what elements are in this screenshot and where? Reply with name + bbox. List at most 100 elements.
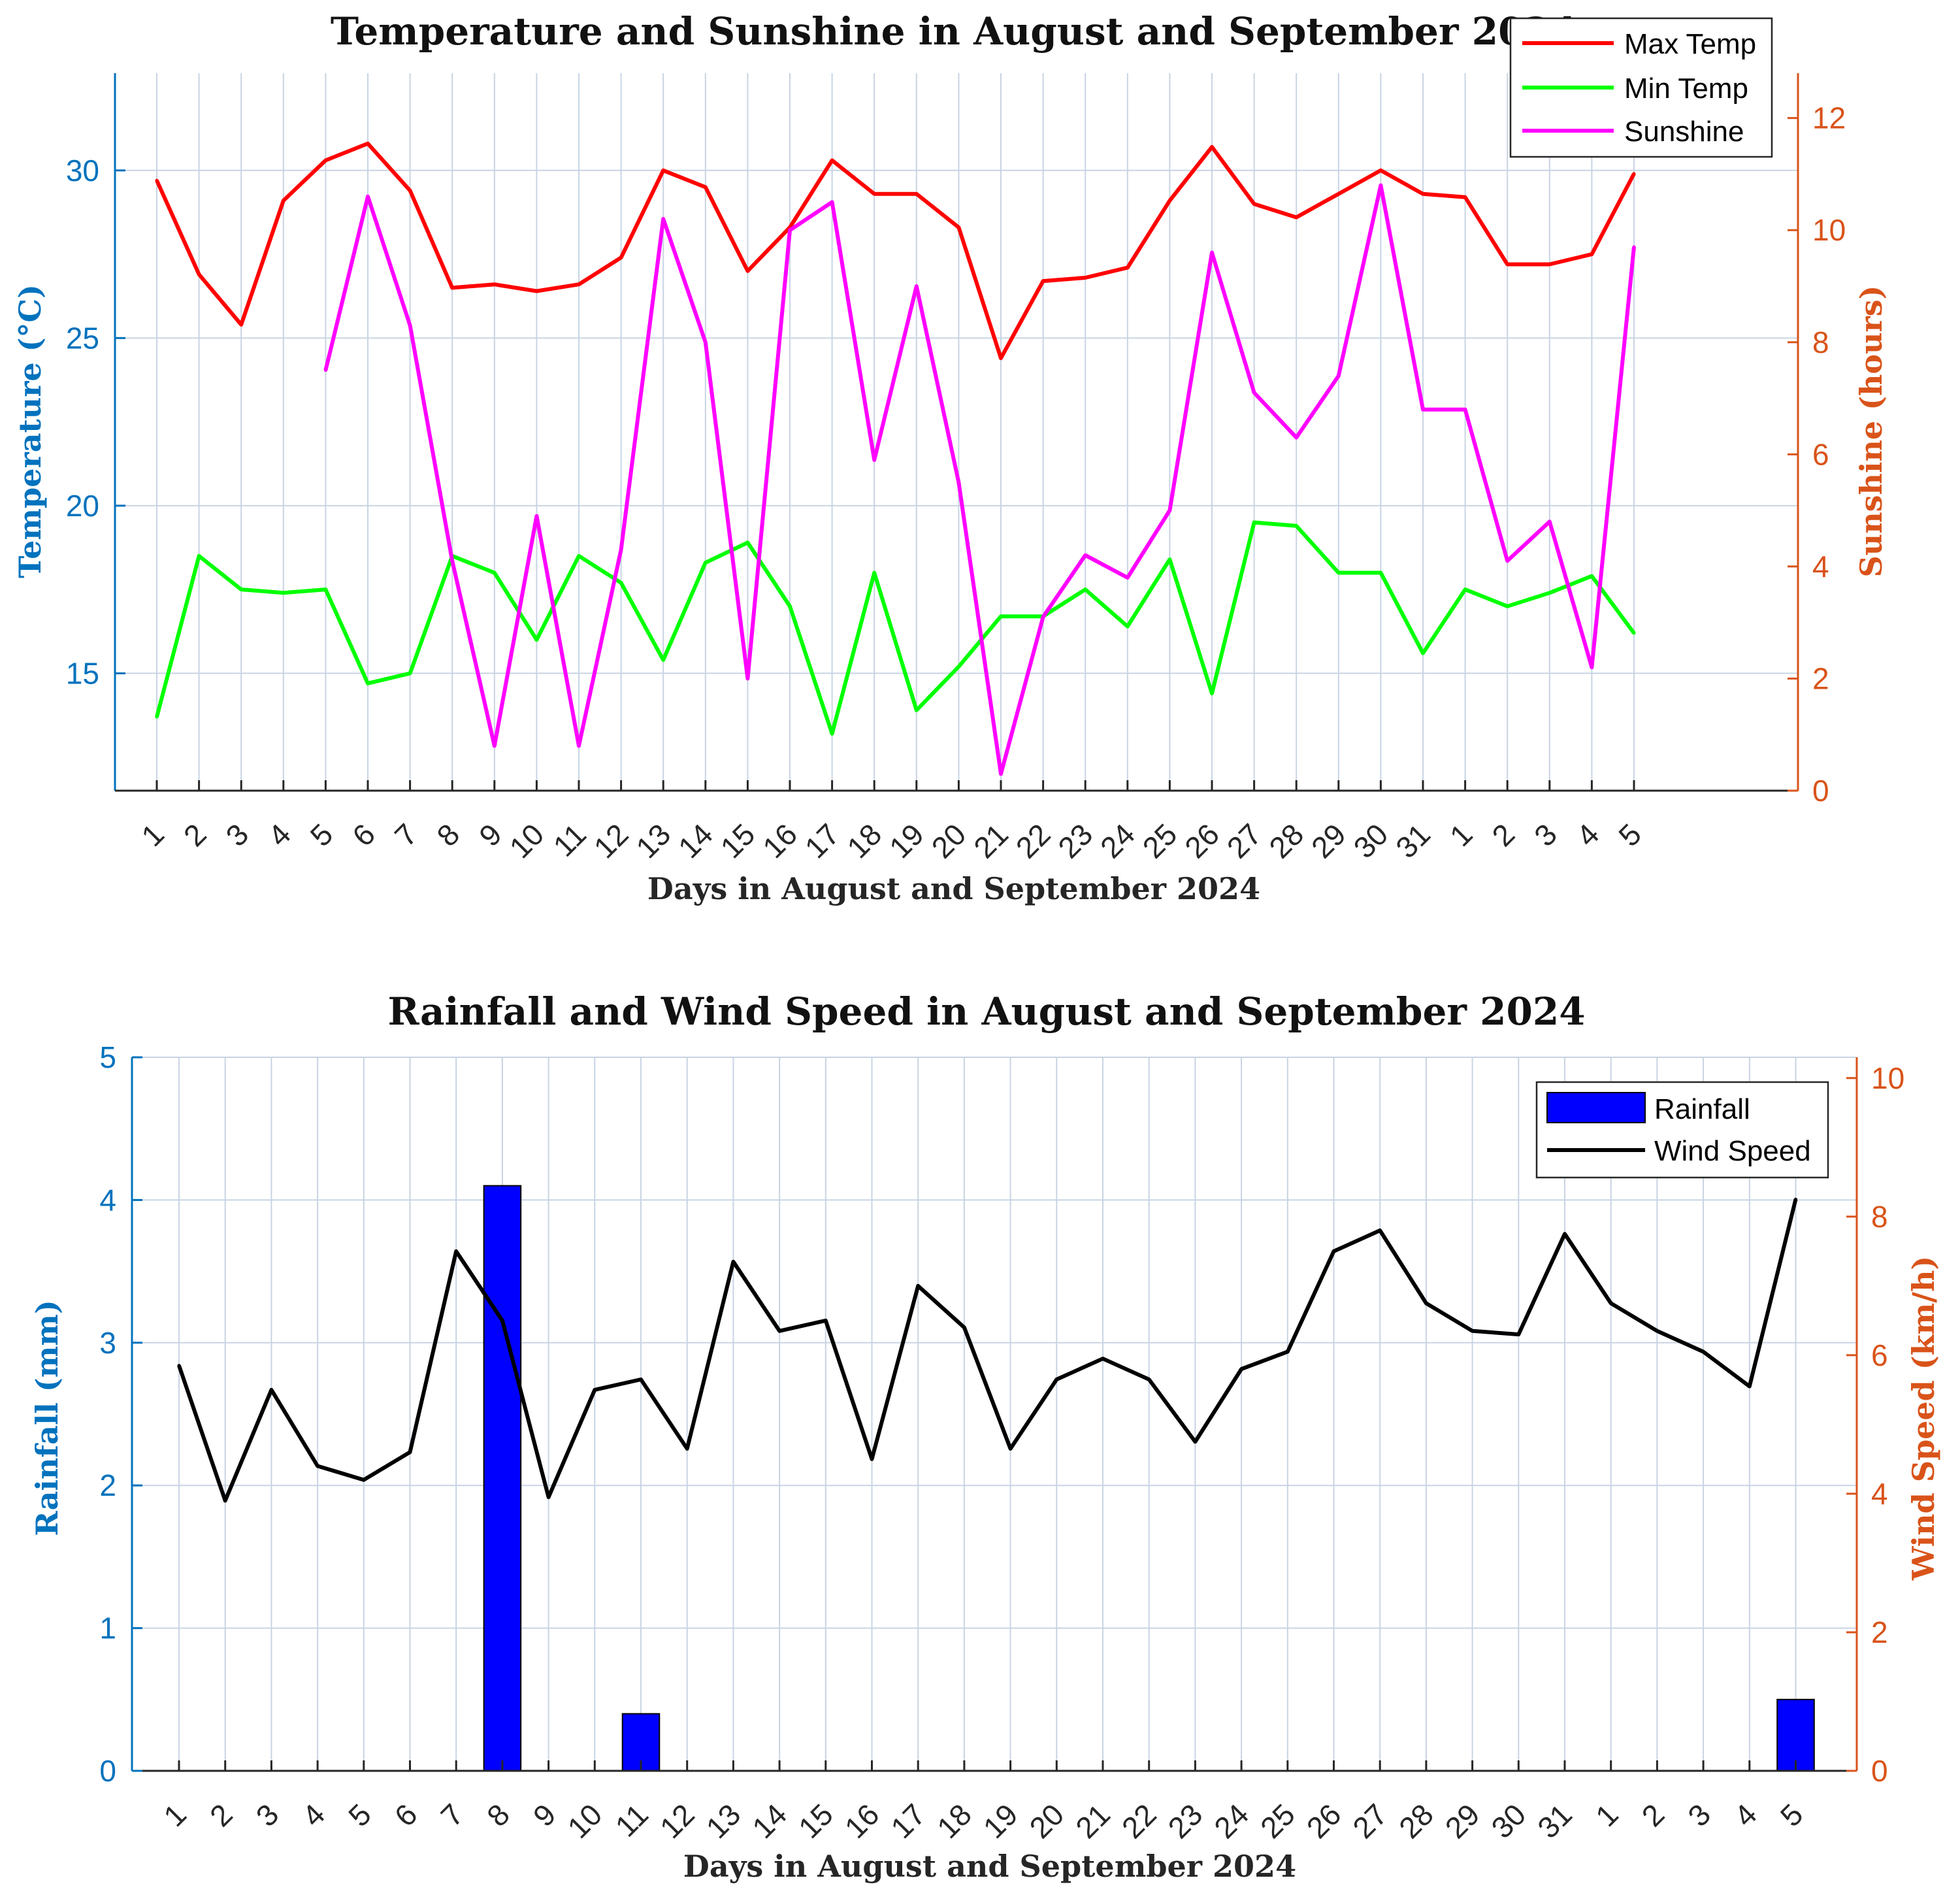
chart1-point-sunshine	[534, 514, 538, 518]
chart1-point-max-temp	[745, 269, 749, 273]
chart1-right-tick-label: 6	[1812, 437, 1829, 471]
chart2-point-wind-speed	[1054, 1377, 1058, 1381]
chart2-bar-rainfall	[1776, 1698, 1815, 1772]
chart1-axes	[114, 73, 1799, 792]
chart1-left-tick-label: 20	[66, 489, 99, 523]
chart2-gridlines	[132, 1057, 1857, 1771]
chart2-point-wind-speed	[316, 1464, 319, 1468]
chart1-point-max-temp	[1210, 145, 1214, 149]
chart1-point-max-temp	[872, 192, 876, 196]
chart2-point-wind-speed	[408, 1450, 412, 1454]
legend-label-min-temp: Min Temp	[1624, 73, 1748, 105]
chart1-point-max-temp	[1379, 169, 1382, 173]
chart1-point-sunshine	[661, 217, 665, 221]
chart2-right-tick-label: 8	[1871, 1200, 1888, 1234]
chart1-point-sunshine	[999, 772, 1003, 776]
chart2-left-tick-label: 3	[99, 1326, 116, 1360]
chart2-bar-rainfall	[483, 1185, 522, 1772]
chart2-left-tick-label: 4	[99, 1183, 116, 1217]
chart2-title: Rainfall and Wind Speed in August and Se…	[387, 989, 1585, 1034]
chart1-point-min-temp	[239, 587, 243, 591]
chart1-point-sunshine	[1041, 615, 1045, 619]
chart1-point-min-temp	[661, 658, 665, 662]
chart1-series	[155, 141, 1636, 776]
chart1-point-min-temp	[323, 587, 327, 591]
chart1-point-sunshine	[1548, 519, 1552, 523]
chart1-ylabel-left: Temperature (°C)	[12, 284, 48, 578]
chart1-point-min-temp	[1590, 574, 1593, 578]
chart2-point-wind-speed	[1424, 1301, 1428, 1305]
chart1-point-min-temp	[1421, 651, 1425, 655]
chart2-point-wind-speed	[593, 1388, 596, 1392]
chart2-point-wind-speed	[1471, 1329, 1475, 1333]
chart1-point-max-temp	[577, 282, 581, 286]
chart1-point-max-temp	[197, 272, 201, 276]
chart1-point-min-temp	[1083, 587, 1087, 591]
chart1-point-min-temp	[1168, 557, 1171, 561]
chart1-point-sunshine	[619, 548, 623, 552]
chart1-point-min-temp	[1505, 604, 1509, 608]
chart1-point-min-temp	[1463, 587, 1467, 591]
chart1-point-max-temp	[704, 185, 708, 189]
legend-label-rainfall: Rainfall	[1654, 1093, 1750, 1125]
chart2-ylabel-right: Wind Speed (km/h)	[1906, 1256, 1941, 1581]
chart1-point-sunshine	[450, 559, 454, 563]
chart1-point-sunshine	[577, 744, 581, 748]
chart1-point-min-temp	[534, 638, 538, 642]
chart1-right-tick-label: 8	[1812, 325, 1829, 359]
chart1-point-min-temp	[1294, 524, 1298, 528]
chart1-point-sunshine	[956, 480, 960, 484]
chart1-point-max-temp	[1083, 276, 1087, 280]
chart2-line-wind-speed	[177, 1198, 1798, 1503]
chart2-right-tick-label: 10	[1871, 1061, 1904, 1095]
chart1-point-sunshine	[830, 200, 834, 204]
chart1-point-sunshine	[493, 744, 497, 748]
chart2-axes	[131, 1057, 1858, 1772]
chart2-point-wind-speed	[1516, 1332, 1520, 1336]
chart1-left-tick-label: 15	[66, 656, 99, 690]
chart1-point-max-temp	[999, 356, 1003, 360]
chart1-point-min-temp	[1379, 570, 1382, 574]
chart1-point-sunshine	[1252, 391, 1256, 395]
chart1-point-min-temp	[956, 665, 960, 668]
chart1-point-sunshine	[1590, 665, 1593, 669]
chart2-point-wind-speed	[1009, 1447, 1013, 1451]
chart2-right-tick-label: 6	[1871, 1338, 1888, 1372]
chart2-point-wind-speed	[223, 1499, 227, 1503]
chart1-point-sunshine	[1632, 245, 1636, 249]
chart1-point-min-temp	[1126, 625, 1130, 629]
chart2-point-wind-speed	[1101, 1357, 1105, 1360]
chart1-point-max-temp	[493, 282, 497, 286]
chart1-point-max-temp	[366, 142, 370, 146]
chart1-point-max-temp	[534, 289, 538, 293]
chart1-point-min-temp	[999, 614, 1003, 618]
legend-label-max-temp: Max Temp	[1624, 28, 1756, 60]
chart1-left-tick-label: 30	[66, 154, 99, 188]
chart1-point-min-temp	[704, 561, 708, 565]
chart1-point-max-temp	[1168, 199, 1171, 203]
chart1-point-max-temp	[1632, 172, 1636, 176]
chart1-point-max-temp	[619, 255, 623, 259]
chart2-right-tick-label: 4	[1871, 1477, 1888, 1511]
chart2-point-wind-speed	[685, 1447, 689, 1451]
chart1-point-min-temp	[408, 671, 412, 675]
chart1-point-sunshine	[872, 458, 876, 462]
chart1-point-max-temp	[1548, 262, 1552, 266]
chart1-point-sunshine	[788, 228, 792, 232]
chart1-point-max-temp	[830, 158, 834, 162]
chart1-legend: Max Temp Min Temp Sunshine	[1509, 17, 1773, 158]
chart1-point-max-temp	[1505, 262, 1509, 266]
chart1-point-sunshine	[408, 323, 412, 327]
chart2-point-wind-speed	[1563, 1232, 1567, 1236]
chart1-point-sunshine	[1379, 184, 1382, 188]
chart2-point-wind-speed	[177, 1364, 181, 1368]
chart2-point-wind-speed	[962, 1325, 966, 1329]
chart1-point-max-temp	[282, 199, 286, 203]
chart2-point-wind-speed	[547, 1495, 551, 1499]
chart1-point-min-temp	[155, 715, 159, 719]
legend-swatch-rainfall	[1546, 1092, 1646, 1123]
chart1-right-ticks: 0 2 4 6 8 10 12	[1788, 101, 1846, 808]
chart2-point-wind-speed	[362, 1478, 366, 1482]
chart1-point-sunshine	[745, 676, 749, 680]
